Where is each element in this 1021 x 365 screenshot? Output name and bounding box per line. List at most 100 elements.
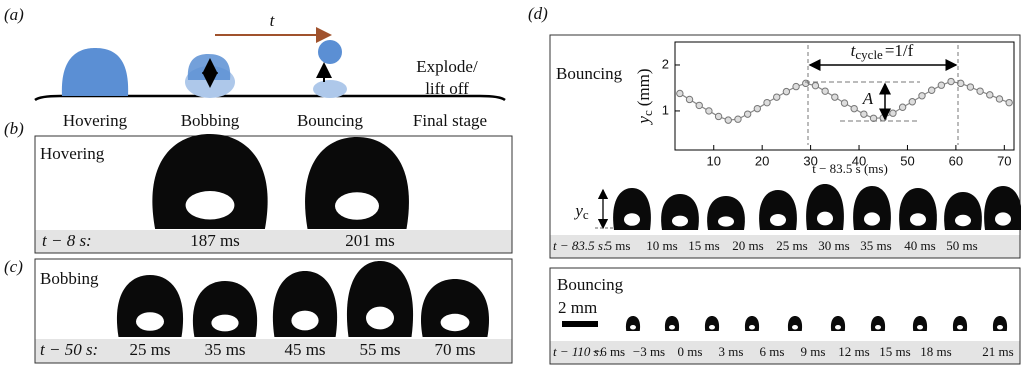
figure: (a) t Explode/ lift off Hovering Bobbing… [0,0,1021,365]
drop-highlight [792,325,798,330]
time-label: 30 ms [818,238,849,253]
final-note: lift off [425,79,469,98]
time-label: 10 ms [646,238,677,253]
time-label: 35 ms [860,238,891,253]
time-label: 20 ms [732,238,763,253]
data-point [754,105,760,111]
drop-highlight [335,192,379,220]
data-point [744,111,750,117]
drop-highlight [669,325,675,330]
data-point [909,99,915,105]
time-label: −3 ms [633,344,665,359]
drop-highlight [957,325,963,330]
data-point [977,88,983,94]
drop-highlight [864,212,880,225]
amplitude-label: A [862,89,874,108]
drop-highlight [136,312,164,331]
data-point [861,111,867,117]
data-point [899,104,905,110]
time-label: 55 ms [359,340,400,359]
data-point [793,83,799,89]
data-point [706,108,712,114]
time-prefix: t − 83.5 s: [553,238,607,253]
data-point [715,113,721,119]
time-label: 18 ms [920,344,951,359]
data-point [783,88,789,94]
data-point [774,94,780,100]
scale-bar [562,321,598,327]
data-point [928,87,934,93]
data-point [996,96,1002,102]
panel-title: Bobbing [40,269,99,288]
drop-highlight [672,216,688,227]
data-point [987,92,993,98]
time-label: 21 ms [982,344,1013,359]
data-point [812,82,818,88]
x-tick-label: 70 [997,153,1011,168]
time-label: 3 ms [719,344,744,359]
data-point [967,84,973,90]
panel-label: (a) [4,5,24,24]
time-label: 187 ms [190,231,240,250]
y-tick-label: 1 [662,102,669,117]
drop-highlight [366,307,394,330]
panel-title: Bouncing [556,64,623,83]
x-tick-label: 50 [900,153,914,168]
stage-label: Final stage [413,111,487,130]
data-point [890,110,896,116]
x-tick-label: 60 [949,153,963,168]
data-point [1006,99,1012,105]
time-label: 70 ms [434,340,475,359]
panel-label: (c) [4,257,23,276]
time-label: 15 ms [879,344,910,359]
drop-highlight [910,213,926,226]
drop-highlight [835,325,841,330]
drop-highlight [749,325,755,330]
stage-label: Hovering [63,111,128,130]
drop-highlight [997,325,1003,330]
panel-label: (b) [4,119,24,138]
time-strip [36,230,512,253]
scale-label: 2 mm [558,298,597,317]
drop-highlight [709,325,715,330]
data-point [677,90,683,96]
final-note: Explode/ [416,57,478,76]
y-axis-label: yc(mm) [634,68,655,125]
data-point [696,102,702,108]
x-tick-label: 20 [755,153,769,168]
time-label: 15 ms [688,238,719,253]
data-point [735,116,741,122]
data-point [948,78,954,84]
data-point [764,99,770,105]
data-point [919,93,925,99]
time-label: 201 ms [345,231,395,250]
time-label: 25 ms [776,238,807,253]
data-point [832,94,838,100]
drop-highlight [955,215,971,226]
time-label: 50 ms [946,238,977,253]
drop-highlight [875,325,881,330]
time-label: 35 ms [204,340,245,359]
drop-highlight [917,325,923,330]
time-prefix: t − 8 s: [42,231,92,250]
data-point [851,105,857,111]
bounce-drop [318,40,342,64]
time-label: 0 ms [678,344,703,359]
drop-highlight [441,314,470,331]
time-label: 12 ms [838,344,869,359]
y-tick-label: 2 [662,56,669,71]
data-point [938,82,944,88]
time-label: 5 ms [606,238,631,253]
drop-highlight [817,212,833,226]
data-point [822,88,828,94]
drop-highlight [630,325,636,330]
time-label: 25 ms [129,340,170,359]
drop-highlight [211,315,238,332]
data-point [686,96,692,102]
time-label: −6 ms [593,344,625,359]
stage-label: Bouncing [297,111,364,130]
stage-label: Bobbing [181,111,240,130]
panel-title: Hovering [40,144,105,163]
time-label: 9 ms [801,344,826,359]
time-prefix: t − 50 s: [40,340,98,359]
